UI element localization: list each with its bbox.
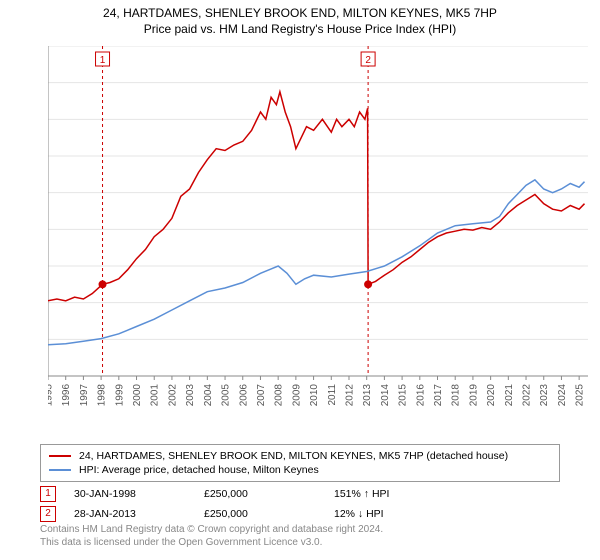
svg-text:2011: 2011 [327, 384, 338, 406]
svg-text:2024: 2024 [557, 384, 568, 406]
svg-text:2013: 2013 [362, 384, 373, 406]
svg-text:1996: 1996 [61, 384, 72, 406]
marker-badge: 2 [40, 506, 56, 522]
svg-text:2009: 2009 [291, 384, 302, 406]
legend-label: HPI: Average price, detached house, Milt… [79, 464, 319, 476]
chart-title: 24, HARTDAMES, SHENLEY BROOK END, MILTON… [0, 0, 600, 20]
svg-text:2014: 2014 [380, 384, 391, 406]
svg-text:2017: 2017 [433, 384, 444, 406]
marker-row: 2 28-JAN-2013£250,00012% ↓ HPI [40, 504, 560, 524]
marker-price: £250,000 [204, 508, 334, 520]
legend-swatch [49, 469, 71, 471]
svg-text:2012: 2012 [344, 384, 355, 406]
svg-text:1997: 1997 [79, 384, 90, 406]
svg-text:2022: 2022 [522, 384, 533, 406]
svg-text:1999: 1999 [114, 384, 125, 406]
marker-row: 1 30-JAN-1998£250,000151% ↑ HPI [40, 484, 560, 504]
svg-text:2000: 2000 [132, 384, 143, 406]
svg-text:1: 1 [100, 55, 106, 66]
marker-table: 1 30-JAN-1998£250,000151% ↑ HPI 2 28-JAN-20… [40, 484, 560, 524]
footer-attribution: Contains HM Land Registry data © Crown c… [40, 524, 383, 549]
svg-text:2019: 2019 [468, 384, 479, 406]
footer-line-2: This data is licensed under the Open Gov… [40, 537, 383, 550]
marker-badge: 1 [40, 486, 56, 502]
marker-date: 28-JAN-2013 [74, 508, 204, 520]
legend-box: 24, HARTDAMES, SHENLEY BROOK END, MILTON… [40, 444, 560, 482]
svg-text:2025: 2025 [575, 384, 586, 406]
svg-text:1995: 1995 [48, 384, 55, 406]
svg-text:2: 2 [365, 55, 371, 66]
svg-text:2010: 2010 [309, 384, 320, 406]
chart-svg: £0£100K£200K£300K£400K£500K£600K£700K£80… [48, 46, 588, 406]
svg-text:2004: 2004 [203, 384, 214, 406]
svg-text:2021: 2021 [504, 384, 515, 406]
marker-date: 30-JAN-1998 [74, 488, 204, 500]
legend-item: 24, HARTDAMES, SHENLEY BROOK END, MILTON… [49, 449, 551, 463]
svg-text:2002: 2002 [167, 384, 178, 406]
chart-subtitle: Price paid vs. HM Land Registry's House … [0, 20, 600, 36]
marker-delta: 12% ↓ HPI [334, 508, 464, 520]
svg-text:2016: 2016 [415, 384, 426, 406]
svg-text:2003: 2003 [185, 384, 196, 406]
marker-price: £250,000 [204, 488, 334, 500]
svg-text:1998: 1998 [97, 384, 108, 406]
legend-label: 24, HARTDAMES, SHENLEY BROOK END, MILTON… [79, 450, 508, 462]
svg-text:2001: 2001 [150, 384, 161, 406]
svg-text:2018: 2018 [451, 384, 462, 406]
svg-text:2015: 2015 [398, 384, 409, 406]
svg-text:2023: 2023 [539, 384, 550, 406]
footer-line-1: Contains HM Land Registry data © Crown c… [40, 524, 383, 537]
svg-text:2005: 2005 [221, 384, 232, 406]
svg-text:2007: 2007 [256, 384, 267, 406]
marker-delta: 151% ↑ HPI [334, 488, 464, 500]
chart-area: £0£100K£200K£300K£400K£500K£600K£700K£80… [48, 46, 588, 406]
svg-text:2020: 2020 [486, 384, 497, 406]
svg-text:2008: 2008 [274, 384, 285, 406]
legend-item: HPI: Average price, detached house, Milt… [49, 463, 551, 477]
legend-swatch [49, 455, 71, 457]
svg-text:2006: 2006 [238, 384, 249, 406]
